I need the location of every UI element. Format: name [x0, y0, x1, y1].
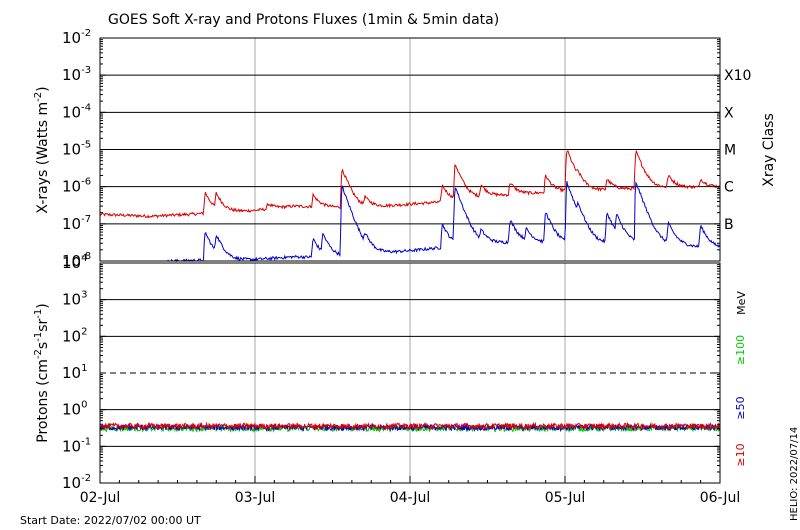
- helio-stamp: HELIO: 2022/07/14: [789, 427, 800, 521]
- proton-tick-label: 104: [62, 253, 87, 272]
- xray-y-axis-label: X-rays (Watts m-2): [33, 86, 51, 213]
- x-tick-label: 04-Jul: [390, 490, 431, 506]
- proton-tick-label: 103: [62, 290, 87, 309]
- x-tick-label: 03-Jul: [235, 490, 276, 506]
- xray-series-group: [99, 150, 721, 262]
- xray-tick-label: 10-5: [62, 140, 91, 159]
- xray-tick-label: 10-7: [62, 214, 91, 233]
- proton-tick-label: 102: [62, 326, 87, 345]
- x-tick-label: 02-Jul: [80, 490, 121, 506]
- xray-tick-label: 10-8: [62, 251, 91, 270]
- xray-panel: 10-8 10-7 10-6 10-5 10-4 10-3 10-2 X10 X M C B X-r…: [33, 28, 777, 270]
- proton-tick-label: 10-1: [62, 436, 91, 455]
- xray-grid: [100, 38, 720, 261]
- xray-class-label: X10: [724, 68, 751, 84]
- xray-class-axis-label: Xray Class: [761, 113, 777, 187]
- xray-class-label: C: [724, 180, 734, 196]
- proton-tick-label: 100: [62, 400, 87, 419]
- proton-tick-label: 101: [62, 363, 87, 382]
- xray-class-labels: X10 X M C B: [724, 68, 751, 233]
- xray-class-label: B: [724, 217, 734, 233]
- chart-title: GOES Soft X-ray and Protons Fluxes (1min…: [108, 12, 499, 28]
- proton-legend: ≥10 ≥50 ≥100: [734, 335, 747, 467]
- proton-grid: [100, 263, 720, 483]
- proton-legend-entry: ≥10: [734, 443, 747, 466]
- xray-tick-label: 10-4: [62, 102, 91, 121]
- xray-series-line-0: [99, 150, 720, 219]
- xray-tick-label: 10-6: [62, 177, 91, 196]
- x-tick-label: 05-Jul: [545, 490, 586, 506]
- proton-y-ticks: 10-2 10-1 100 101 102 103 104: [62, 253, 720, 492]
- proton-unit-label: MeV: [735, 291, 748, 315]
- xray-class-label: M: [724, 143, 736, 159]
- proton-tick-label: 10-2: [62, 473, 91, 492]
- proton-legend-entry: ≥100: [734, 335, 747, 365]
- xray-class-label: X: [724, 105, 734, 121]
- proton-series-group: [99, 421, 721, 434]
- start-date-label: Start Date: 2022/07/02 00:00 UT: [20, 514, 201, 527]
- xray-tick-label: 10-3: [62, 65, 91, 84]
- x-tick-label: 06-Jul: [700, 490, 741, 506]
- xray-tick-label: 10-2: [62, 28, 91, 47]
- x-axis: 02-Jul 03-Jul 04-Jul 05-Jul 06-Jul: [80, 476, 741, 506]
- xray-series-line-1: [167, 181, 721, 262]
- xray-y-ticks: 10-8 10-7 10-6 10-5 10-4 10-3 10-2: [62, 28, 720, 270]
- proton-y-axis-label: Protons (cm-2s-1sr-1): [33, 303, 51, 442]
- proton-panel: 10-2 10-1 100 101 102 103 104 ≥10 ≥50 ≥100 Proto…: [33, 253, 748, 492]
- proton-legend-entry: ≥50: [734, 396, 747, 419]
- proton-series-line: [99, 421, 721, 431]
